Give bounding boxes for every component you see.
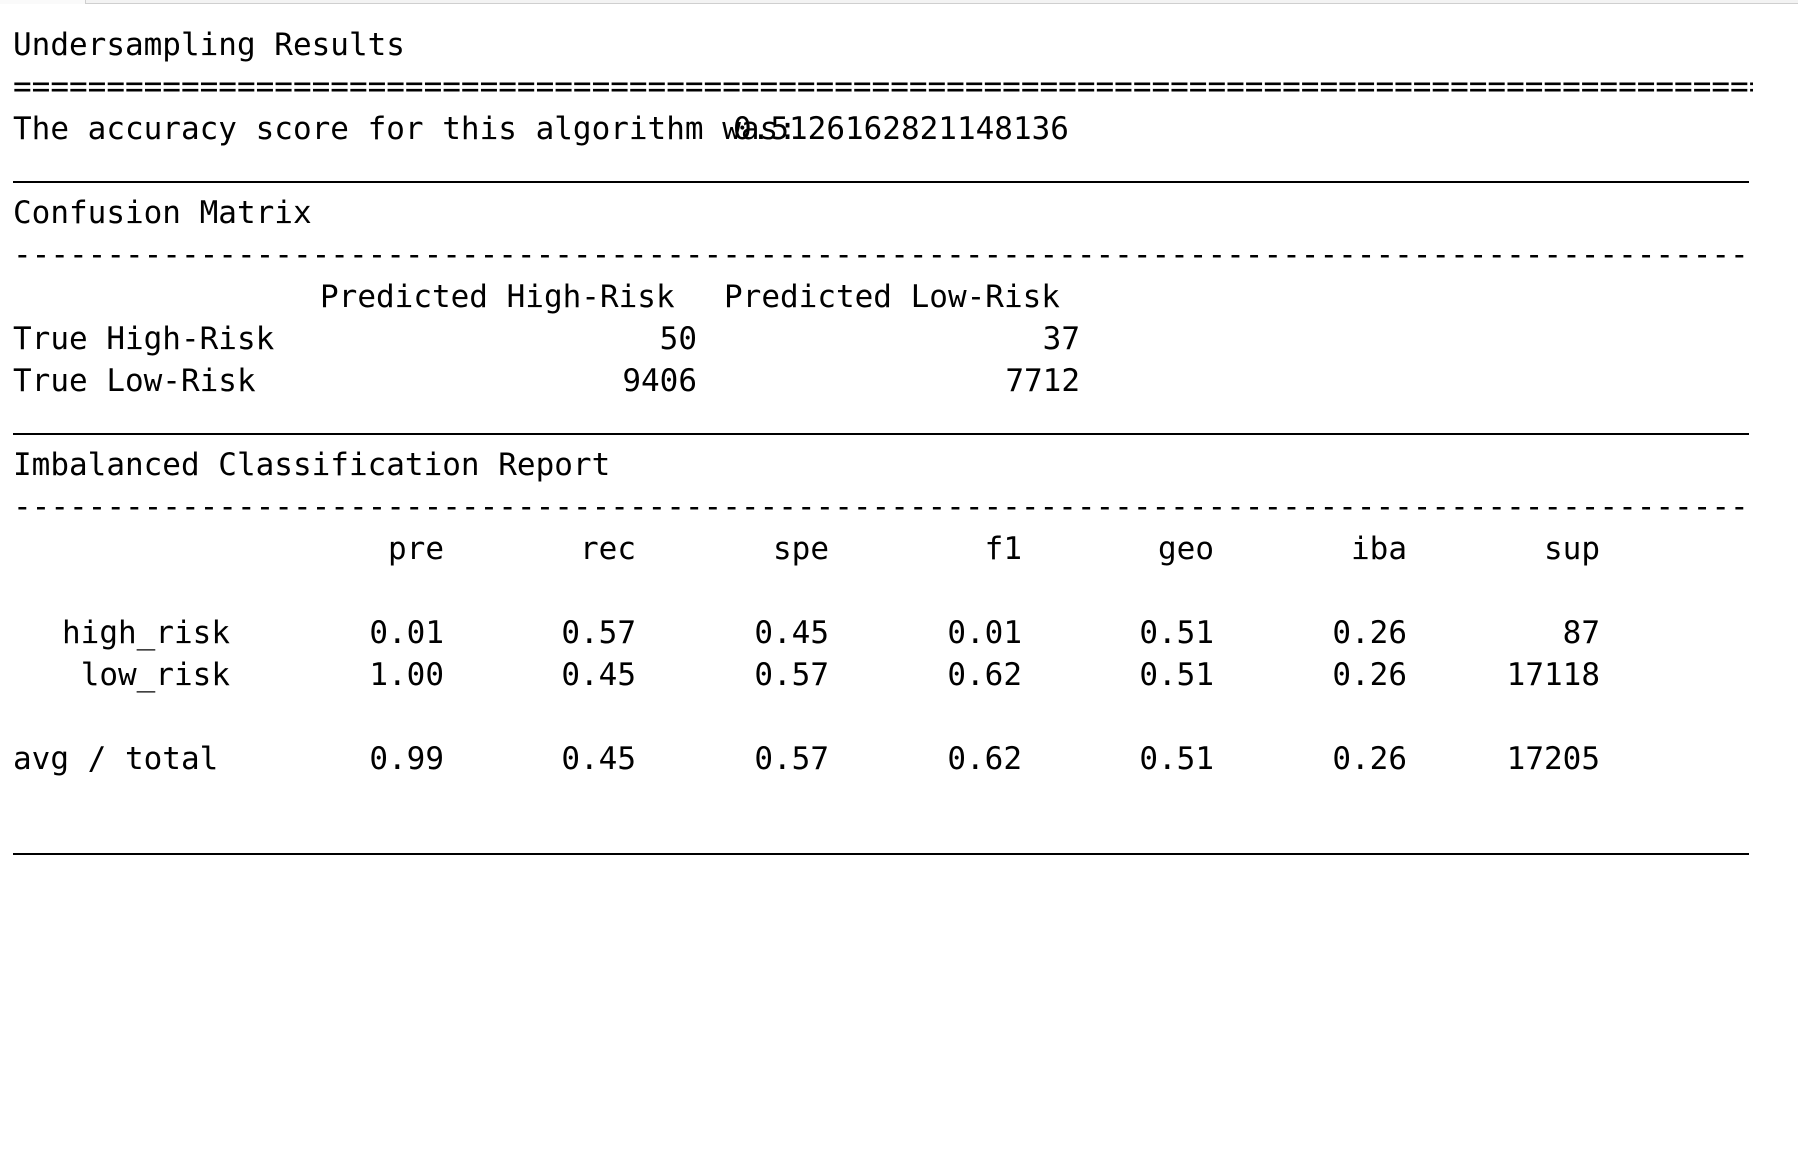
confusion-row-label: True High-Risk bbox=[13, 321, 275, 357]
underscore-rule bbox=[13, 853, 1749, 855]
confusion-cell: 50 bbox=[659, 321, 697, 357]
confusion-column-header: Predicted Low-Risk bbox=[724, 279, 1060, 315]
metric-cell: 0.57 bbox=[754, 657, 829, 693]
metric-cell: 0.99 bbox=[369, 741, 444, 777]
metric-cell: 0.51 bbox=[1139, 741, 1214, 777]
metric-cell: 17118 bbox=[1506, 657, 1600, 693]
classification-dash-rule: ----------------------------------------… bbox=[13, 489, 1753, 525]
confusion-row: True High-Risk 50 37 bbox=[13, 318, 1773, 360]
classification-heading: Imbalanced Classification Report bbox=[13, 447, 611, 483]
accuracy-line: The accuracy score for this algorithm wa… bbox=[13, 108, 1773, 150]
metric-column-header: iba bbox=[1351, 531, 1407, 567]
underscore-rule bbox=[13, 433, 1749, 435]
metric-cell: 0.26 bbox=[1332, 615, 1407, 651]
confusion-header-row: Predicted High-Risk Predicted Low-Risk bbox=[13, 276, 1773, 318]
report-title: Undersampling Results bbox=[13, 27, 405, 63]
metric-cell: 1.00 bbox=[369, 657, 444, 693]
output-page: { "report": { "title": "Undersampling Re… bbox=[0, 0, 1798, 864]
metric-cell: 17205 bbox=[1506, 741, 1600, 777]
confusion-cell: 9406 bbox=[622, 363, 697, 399]
accuracy-label: The accuracy score for this algorithm wa… bbox=[13, 111, 797, 147]
metric-cell: 0.62 bbox=[947, 741, 1022, 777]
metric-cell: 0.57 bbox=[754, 741, 829, 777]
metric-cell: 0.26 bbox=[1332, 741, 1407, 777]
metric-cell: 0.45 bbox=[754, 615, 829, 651]
section-separator-2 bbox=[13, 402, 1773, 444]
confusion-row-label: True Low-Risk bbox=[13, 363, 256, 399]
confusion-cell: 7712 bbox=[1005, 363, 1080, 399]
metric-cell: 0.57 bbox=[561, 615, 636, 651]
confusion-row: True Low-Risk 9406 7712 bbox=[13, 360, 1773, 402]
cell-prompt-stub bbox=[0, 0, 86, 4]
total-label: avg / total bbox=[13, 741, 219, 777]
section-separator-1 bbox=[13, 150, 1773, 192]
double-rule: ========================================… bbox=[13, 69, 1753, 105]
classification-row: high_risk 0.01 0.57 0.45 0.01 0.51 0.26 … bbox=[13, 612, 1773, 654]
classification-total-row: avg / total 0.99 0.45 0.57 0.62 0.51 0.2… bbox=[13, 738, 1773, 780]
metric-cell: 0.62 bbox=[947, 657, 1022, 693]
metric-column-header: f1 bbox=[984, 531, 1022, 567]
metric-column-header: spe bbox=[773, 531, 829, 567]
classification-header-row: pre rec spe f1 geo iba sup bbox=[13, 528, 1773, 570]
metric-cell: 0.45 bbox=[561, 657, 636, 693]
confusion-dash-rule: ----------------------------------------… bbox=[13, 237, 1753, 273]
accuracy-value: 0.5126162821148136 bbox=[733, 111, 1069, 147]
metric-cell: 0.26 bbox=[1332, 657, 1407, 693]
metric-cell: 87 bbox=[1562, 615, 1600, 651]
confusion-column-header: Predicted High-Risk bbox=[320, 279, 675, 315]
blank-line bbox=[13, 570, 1773, 612]
blank-line bbox=[13, 696, 1773, 738]
metric-column-header: pre bbox=[388, 531, 444, 567]
confusion-heading: Confusion Matrix bbox=[13, 195, 312, 231]
cell-top-border bbox=[0, 0, 1798, 4]
blank-line bbox=[13, 780, 1773, 822]
metric-cell: 0.45 bbox=[561, 741, 636, 777]
metric-cell: 0.01 bbox=[369, 615, 444, 651]
metric-cell: 0.51 bbox=[1139, 615, 1214, 651]
metric-cell: 0.01 bbox=[947, 615, 1022, 651]
metric-column-header: sup bbox=[1544, 531, 1600, 567]
metric-column-header: geo bbox=[1158, 531, 1214, 567]
cell-output: Undersampling Results ==================… bbox=[13, 24, 1773, 864]
section-separator-3 bbox=[13, 822, 1773, 864]
metric-cell: 0.51 bbox=[1139, 657, 1214, 693]
class-label: low_risk bbox=[80, 657, 230, 693]
underscore-rule bbox=[13, 181, 1749, 183]
confusion-cell: 37 bbox=[1042, 321, 1080, 357]
metric-column-header: rec bbox=[580, 531, 636, 567]
class-label: high_risk bbox=[62, 615, 230, 651]
classification-row: low_risk 1.00 0.45 0.57 0.62 0.51 0.26 1… bbox=[13, 654, 1773, 696]
